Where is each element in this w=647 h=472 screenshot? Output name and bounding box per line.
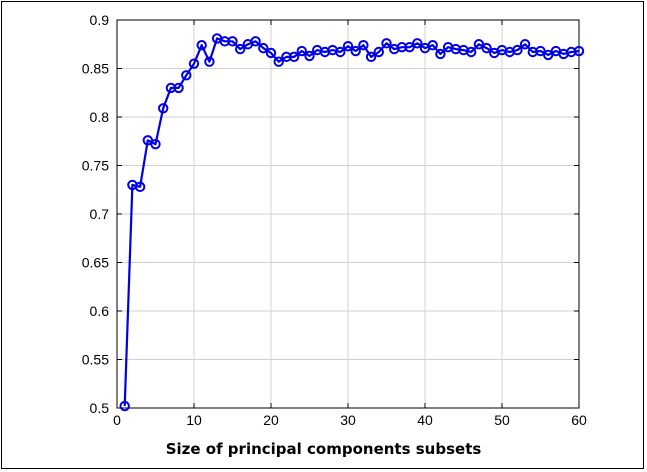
data-point [150,138,161,150]
data-point [519,39,531,50]
x-tick-label: 60 [571,412,587,428]
data-point [196,40,207,51]
data-point [573,45,585,57]
data-point [535,45,546,57]
y-tick-label: 0.65 [82,255,109,271]
data-point [543,49,554,61]
data-point [288,51,300,63]
x-tick-label: 10 [186,412,202,428]
series-layer [119,33,585,412]
data-point [158,103,169,114]
data-point [204,56,215,67]
y-tick-label: 0.8 [90,109,110,125]
data-point [404,41,415,53]
data-point [435,48,446,60]
data-point [296,45,307,57]
data-point [258,42,269,54]
x-tick-label: 30 [340,412,356,428]
data-point [381,38,392,49]
y-tick-label: 0.6 [90,303,110,319]
data-point [134,181,146,193]
data-point [119,400,130,412]
x-tick-label: 0 [113,412,121,428]
y-tick-label: 0.55 [82,352,109,368]
data-point [412,38,423,49]
data-point [188,58,200,69]
data-point [373,46,384,58]
x-axis-label: Size of principal components subsets [165,440,482,458]
data-point [473,39,485,50]
x-tick-label: 40 [417,412,433,428]
data-point [142,135,154,146]
data-point [250,36,261,47]
data-point [304,50,315,62]
data-point [342,40,354,52]
data-point [273,56,284,67]
data-point [427,40,438,51]
data-point [466,46,477,58]
grid [117,20,579,408]
data-point [173,82,184,94]
y-tick-label: 0.7 [90,206,110,222]
series-line [123,37,580,407]
data-point [481,42,492,54]
y-tick-label: 0.5 [90,400,110,416]
data-point [235,43,246,55]
data-point [227,36,238,47]
x-tick-label: 50 [494,412,510,428]
y-tick-label: 0.9 [90,12,110,28]
y-tick-label: 0.75 [82,158,109,174]
ticks: 0 10 20 30 40 50 60 0.5 0.55 0.6 0.65 0.7 0.75 0.8 0.8… [82,12,587,428]
x-tick-label: 20 [263,412,279,428]
data-point [365,51,377,63]
data-point [181,70,192,81]
data-point [350,45,361,57]
data-point [265,47,277,59]
data-point [358,40,369,51]
y-tick-label: 0.85 [82,61,109,77]
data-point [335,46,346,58]
data-point [512,44,523,56]
